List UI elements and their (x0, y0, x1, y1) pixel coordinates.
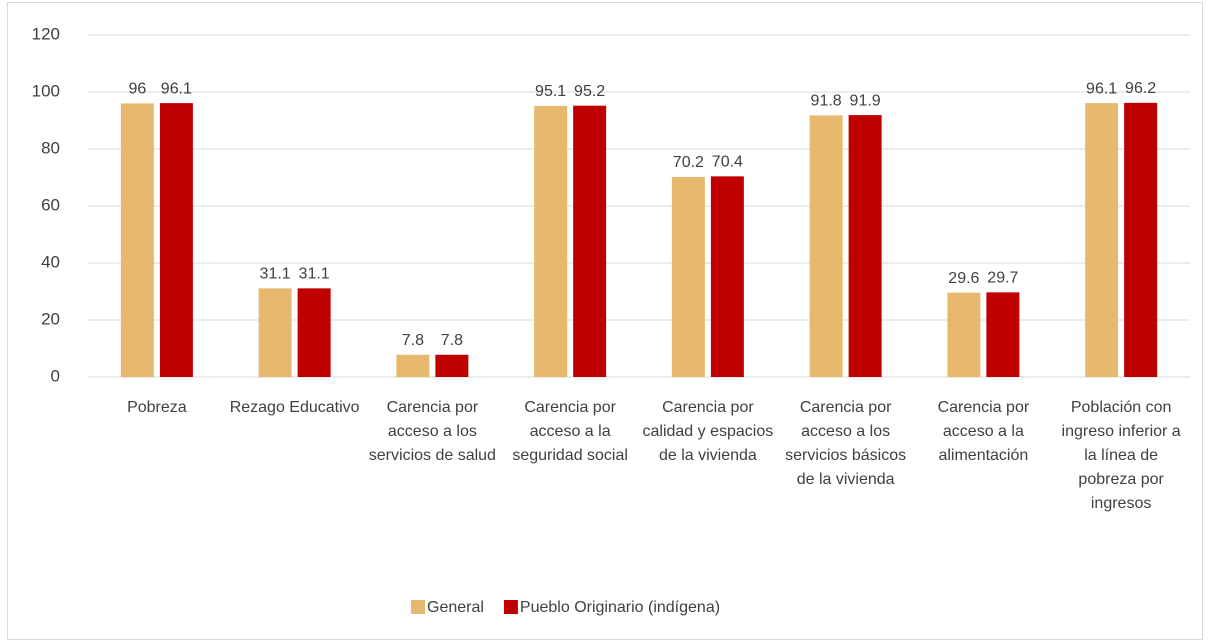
y-tick-label: 80 (41, 138, 60, 157)
bar (435, 354, 469, 377)
data-label: 95.2 (574, 83, 605, 100)
data-label: 31.1 (260, 266, 291, 283)
data-label: 96.1 (161, 80, 192, 97)
legend-swatch (503, 600, 518, 614)
bar (159, 103, 193, 378)
bar (573, 105, 607, 378)
x-tick-label: Carencia por acceso a los servicios de s… (368, 399, 496, 464)
legend-label: Pueblo Originario (indígena) (520, 599, 720, 616)
x-tick-label: Carencia por acceso a la alimentación (937, 399, 1030, 464)
bar (120, 103, 154, 378)
y-tick-label: 40 (41, 252, 60, 271)
data-label: 91.8 (811, 93, 842, 110)
bar (848, 115, 882, 378)
data-label: 29.6 (948, 270, 979, 287)
data-label: 91.9 (850, 92, 881, 109)
bar (258, 288, 292, 377)
x-tick-label: Población con ingreso inferior a la líne… (1061, 399, 1181, 512)
x-tick-label: Carencia por calidad y espacios de la vi… (642, 399, 774, 464)
data-label: 96.1 (1086, 80, 1117, 97)
data-label: 70.4 (712, 154, 743, 171)
chart-border (7, 2, 1203, 640)
y-tick-label: 100 (32, 81, 60, 100)
y-tick-label: 0 (51, 366, 60, 385)
bar (534, 105, 568, 377)
data-label: 7.8 (441, 332, 463, 349)
x-tick-label: Carencia por acceso a los servicios bási… (785, 399, 907, 488)
x-tick-label: Rezago Educativo (229, 399, 360, 416)
data-label: 95.1 (535, 83, 566, 100)
legend-label: General (427, 599, 484, 616)
y-tick-label: 60 (41, 195, 60, 214)
bar (671, 176, 705, 377)
y-tick-label: 120 (32, 24, 60, 43)
bar (297, 288, 331, 377)
legend-swatch (411, 600, 425, 614)
x-tick-label: Carencia por acceso a la seguridad socia… (512, 399, 628, 464)
x-tick-label: Pobreza (127, 399, 187, 416)
bar (396, 354, 430, 377)
data-label: 29.7 (987, 270, 1018, 287)
bar (1124, 102, 1158, 377)
bar (710, 176, 744, 377)
data-label: 96.2 (1125, 80, 1156, 97)
bar (986, 292, 1020, 377)
bar (1085, 103, 1119, 378)
data-label: 31.1 (299, 266, 330, 283)
data-label: 7.8 (402, 332, 424, 349)
bar (947, 292, 981, 377)
data-label: 96 (128, 81, 146, 98)
data-label: 70.2 (673, 154, 704, 171)
bar (809, 115, 843, 378)
y-tick-label: 20 (41, 309, 60, 328)
